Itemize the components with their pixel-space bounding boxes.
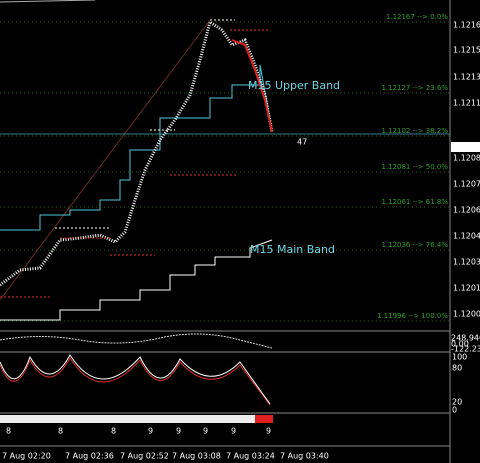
time-label: 7 Aug 02:52 — [120, 452, 169, 461]
stoch-label: 80 — [452, 364, 462, 373]
cci-label: -122.235 — [451, 345, 480, 354]
digit: 8 — [58, 427, 63, 436]
price-label: 1.12130 — [453, 73, 480, 82]
diagonal-line — [0, 19, 211, 301]
candles — [0, 19, 274, 287]
upper-band — [0, 64, 273, 231]
fib-label: 1.12127 --> 23.6% — [381, 84, 448, 92]
main-band — [0, 239, 273, 321]
stoch-label: 100 — [452, 353, 467, 362]
price-label: 1.12045 — [453, 232, 480, 241]
band-label: M15 Main Band — [250, 243, 335, 256]
stoch-label: 20 — [452, 398, 462, 407]
price-label: 1.12000 — [453, 310, 480, 319]
fib-label: 1.12081 --> 50.0% — [381, 163, 448, 171]
price-label: 1.12150 — [453, 46, 480, 55]
time-label: 7 Aug 02:20 — [2, 452, 51, 461]
digit: 9 — [266, 427, 271, 436]
histogram-bar — [0, 415, 255, 423]
fib-label: 1.12167 --> 0.0% — [386, 13, 448, 21]
cci-label: 248.9464 — [451, 334, 480, 343]
fib-label: 1.12036 --> 76.4% — [381, 241, 448, 249]
stoch-signal — [0, 357, 271, 406]
fib-label: 1.11996 --> 100.0% — [377, 312, 448, 320]
stoch-main — [0, 354, 271, 405]
digit: 9 — [203, 427, 208, 436]
price-label: 1.12015 — [453, 284, 480, 293]
time-label: 7 Aug 03:08 — [172, 452, 221, 461]
digit: 9 — [231, 427, 236, 436]
fib-label: 1.12102 --> 38.2% — [381, 127, 448, 135]
current-price: 1.12102 — [453, 143, 480, 152]
digit: 8 — [6, 427, 11, 436]
digit: 8 — [111, 427, 116, 436]
time-label: 7 Aug 02:36 — [65, 452, 114, 461]
time-label: 7 Aug 03:40 — [280, 452, 329, 461]
bear-candles — [231, 39, 273, 133]
price-label: 1.12030 — [453, 258, 480, 267]
time-label: 7 Aug 03:24 — [226, 452, 275, 461]
trend-line — [0, 0, 96, 3]
price-box — [451, 142, 480, 152]
price-label: 1.12085 — [453, 154, 480, 163]
digit: 9 — [176, 427, 181, 436]
counter: 47 — [297, 138, 307, 147]
digit: 9 — [148, 427, 153, 436]
price-label: 1.12070 — [453, 180, 480, 189]
resistance-dots — [55, 19, 235, 229]
price-label: 1.12060 — [453, 206, 480, 215]
fib-label: 1.12061 --> 61.8% — [381, 198, 448, 206]
band-label: M15 Upper Band — [248, 79, 340, 92]
cci-label: 0.00 — [451, 340, 469, 349]
support-dots — [0, 29, 270, 298]
price-label: 1.12115 — [453, 99, 480, 108]
stoch-label: 0 — [452, 406, 457, 415]
price-label: 1.12165 — [453, 21, 480, 30]
histogram-bar-red — [255, 415, 273, 423]
